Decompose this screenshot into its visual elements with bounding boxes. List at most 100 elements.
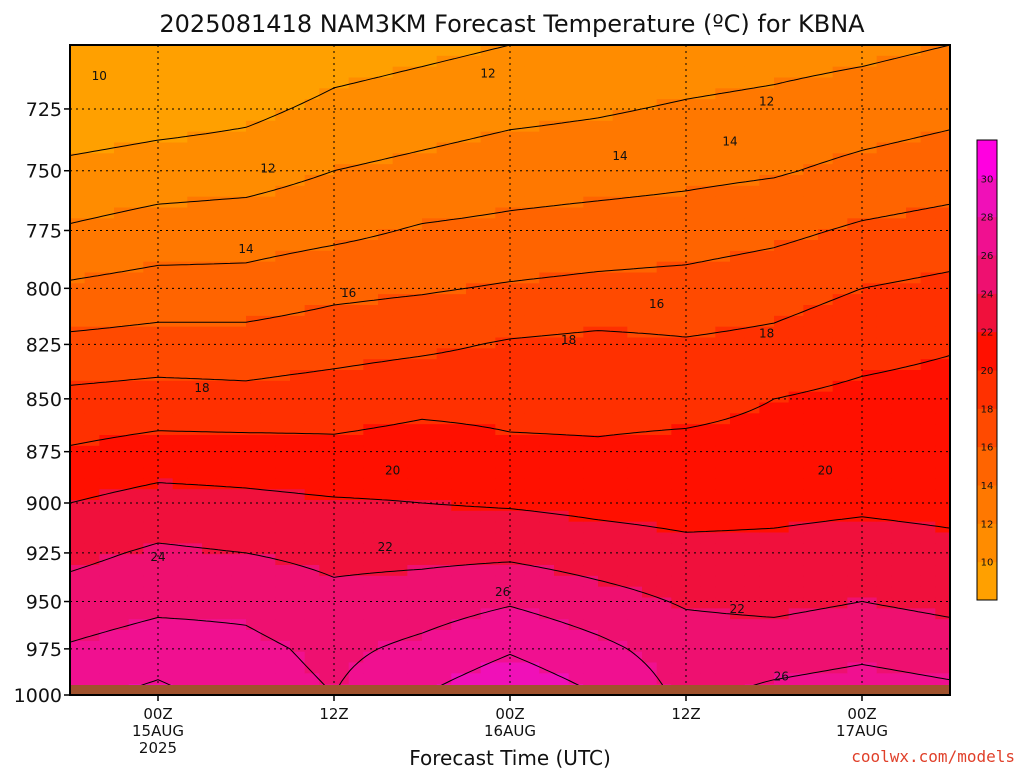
field-cell [788, 110, 804, 122]
field-cell [99, 294, 115, 306]
colorbar-segment [977, 370, 997, 409]
field-cell [744, 662, 760, 674]
field-cell [480, 315, 496, 328]
field-cell [524, 142, 540, 154]
field-cell [407, 294, 423, 306]
field-cell [774, 55, 790, 68]
field-cell [480, 489, 496, 501]
field-cell [172, 467, 188, 479]
field-cell [788, 348, 804, 360]
field-cell [128, 326, 144, 339]
field-cell [891, 45, 907, 57]
x-axis-title: Forecast Time (UTC) [409, 746, 611, 768]
field-cell [818, 326, 834, 339]
field-cell [539, 510, 555, 523]
field-cell [436, 88, 452, 100]
field-cell [568, 207, 584, 219]
field-cell [774, 532, 790, 544]
field-cell [260, 153, 276, 165]
field-cell [202, 261, 218, 274]
field-cell [524, 196, 540, 209]
field-cell [935, 543, 951, 555]
field-cell [480, 608, 496, 620]
field-cell [656, 413, 672, 425]
field-cell [495, 294, 511, 306]
field-cell [510, 586, 526, 599]
field-cell [290, 207, 306, 219]
field-cell [627, 315, 643, 328]
field-cell [554, 478, 570, 490]
field-cell [803, 66, 819, 79]
field-cell [246, 131, 262, 144]
field-cell [466, 272, 482, 284]
field-cell [744, 294, 760, 306]
y-tick-label: 825 [26, 334, 62, 356]
field-cell [510, 88, 526, 100]
field-cell [231, 391, 247, 404]
field-cell [114, 478, 130, 490]
field-cell [906, 88, 922, 100]
field-cell [70, 500, 86, 512]
field-cell [818, 435, 834, 447]
field-cell [84, 640, 100, 653]
field-cell [627, 142, 643, 154]
field-cell [422, 240, 438, 252]
field-cell [568, 294, 584, 306]
field-cell [524, 164, 540, 176]
field-cell [128, 218, 144, 230]
field-cell [466, 359, 482, 371]
field-cell [319, 543, 335, 555]
field-cell [128, 586, 144, 599]
field-cell [583, 120, 599, 133]
field-cell [920, 424, 936, 436]
field-cell [216, 554, 232, 566]
field-cell [216, 196, 232, 209]
field-cell [466, 207, 482, 219]
field-cell [920, 489, 936, 501]
field-cell [246, 45, 262, 57]
credit-link[interactable]: coolwx.com/models [851, 747, 1015, 766]
field-cell [891, 500, 907, 512]
field-cell [158, 153, 174, 165]
field-cell [451, 532, 467, 544]
field-cell [642, 175, 658, 187]
field-cell [334, 99, 350, 111]
field-cell [348, 240, 364, 252]
field-cell [876, 456, 892, 469]
field-cell [348, 142, 364, 154]
field-cell [363, 478, 379, 490]
field-cell [524, 305, 540, 317]
field-cell [906, 565, 922, 577]
field-cell [216, 55, 232, 68]
field-cell [524, 326, 540, 339]
field-cell [818, 142, 834, 154]
field-cell [627, 467, 643, 479]
field-cell [715, 305, 731, 317]
field-cell [788, 380, 804, 393]
colorbar-tick-label: 14 [981, 481, 994, 492]
field-cell [172, 435, 188, 447]
field-cell [451, 478, 467, 490]
field-cell [187, 359, 203, 371]
field-cell [319, 283, 335, 295]
field-cell [187, 164, 203, 176]
field-cell [671, 99, 687, 111]
field-cell [642, 370, 658, 382]
field-cell [656, 207, 672, 219]
field-cell [319, 185, 335, 198]
field-cell [598, 565, 614, 577]
field-cell [128, 283, 144, 295]
field-cell [378, 99, 394, 111]
field-cell [480, 305, 496, 317]
field-cell [378, 229, 394, 241]
field-cell [216, 380, 232, 393]
field-cell [891, 554, 907, 566]
field-cell [158, 283, 174, 295]
field-cell [744, 619, 760, 631]
field-cell [510, 272, 526, 284]
field-cell [642, 45, 658, 57]
field-cell [920, 662, 936, 674]
field-cell [568, 55, 584, 68]
field-cell [114, 99, 130, 111]
field-cell [759, 380, 775, 393]
